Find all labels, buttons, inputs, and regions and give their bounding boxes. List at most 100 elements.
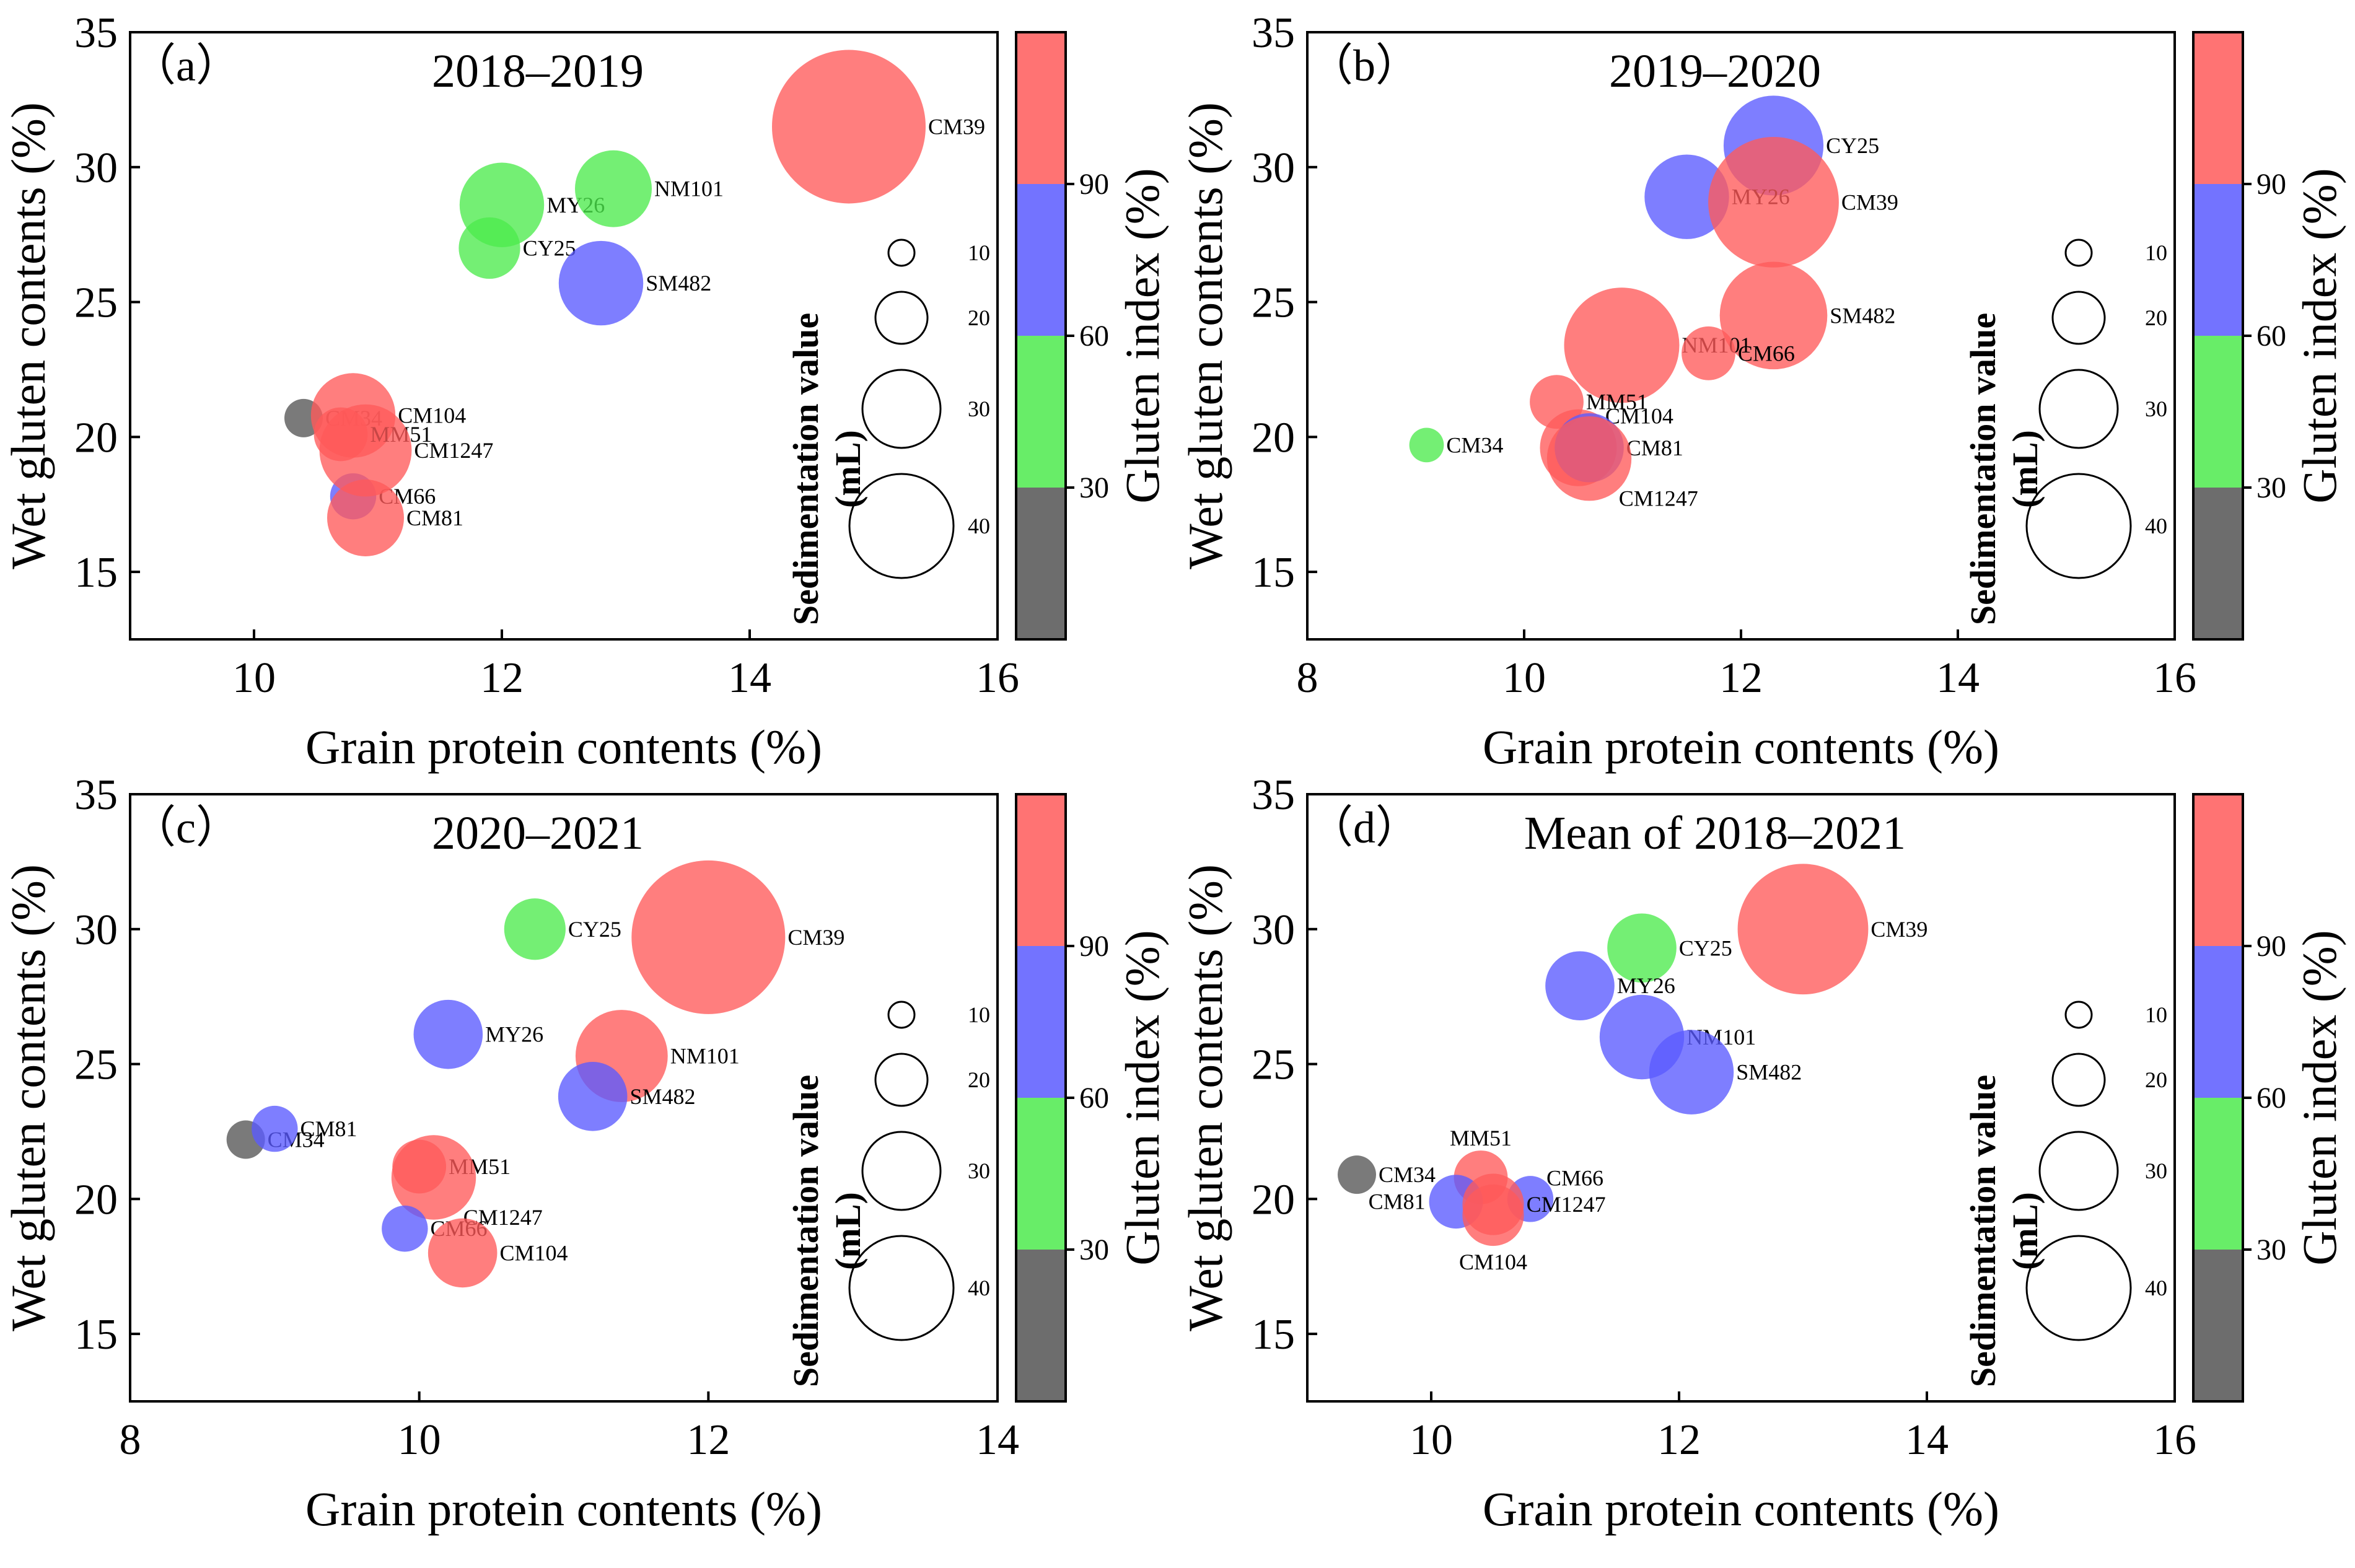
sed-legend-label: 10 [2145,1002,2167,1027]
sed-legend-circle [2025,1235,2132,1341]
point-label: CY25 [1826,133,1879,158]
colorbar-title: Gluten index (%) [2292,168,2346,504]
bubble-sm482 [1719,261,1828,370]
colorbar-tick-label: 90 [2256,168,2286,201]
colorbar-tick-label: 60 [1079,1082,1109,1115]
x-tick-label: 14 [1936,654,1980,702]
colorbar-tick-label: 30 [1079,1233,1109,1266]
colorbar-band-green [1016,336,1066,488]
sed-legend-title: Sedimentation value [786,313,826,625]
colorbar-tick-label: 60 [2256,320,2286,353]
point-label: CM39 [928,114,985,139]
y-tick-label: 30 [1252,144,1295,192]
y-tick-label: 30 [74,144,118,192]
bubble-cm81 [327,480,404,556]
sed-legend-circle [848,1235,955,1341]
bubble-cm34 [1338,1155,1376,1194]
y-axis-title: Wet gluten contents (%) [1,864,55,1331]
sed-legend-circle [2064,1001,2093,1029]
point-label: MY26 [485,1022,543,1047]
point-label: CM81 [406,506,463,530]
point-label: SM482 [629,1084,695,1109]
colorbar-band-red [2193,32,2243,184]
point-label: CM1247 [1527,1192,1606,1217]
panel-a: 10 12 14 16 15 20 25 30 35 Grain protein contents… [1,9,1169,774]
x-axis-title: Grain protein contents (%) [1483,1482,1999,1536]
y-tick-label: 30 [74,906,118,954]
point-label: SM482 [646,271,711,296]
bubble-my26 [413,999,483,1069]
x-axis-title: Grain protein contents (%) [305,720,822,774]
point-label: CM66 [1738,341,1795,366]
colorbar-band-red [2193,794,2243,946]
point-label: CM81 [300,1116,357,1141]
sed-legend-label: 20 [2145,1067,2167,1092]
sed-legend-label: 20 [968,305,990,330]
panel-tag: （a） [131,41,240,90]
y-axis-title: Wet gluten contents (%) [1178,102,1232,569]
colorbar-title: Gluten index (%) [1115,930,1169,1266]
panel-tag: （c） [131,803,240,852]
x-tick-label: 12 [1657,1416,1701,1464]
sed-legend-label: 30 [968,1158,990,1183]
sed-legend-circle [2064,239,2093,267]
sed-legend-circle [2025,473,2132,579]
x-tick-label: 10 [232,654,276,702]
sed-legend-label: 30 [2145,396,2167,421]
x-tick-label: 16 [2153,654,2196,702]
colorbar-title: Gluten index (%) [1115,168,1169,504]
sed-legend-circle [2051,1053,2106,1107]
colorbar-tick-label: 90 [1079,930,1109,963]
bubble-cm34 [1409,427,1444,463]
x-tick-label: 12 [1719,654,1763,702]
x-axis-title: Grain protein contents (%) [305,1482,822,1536]
y-tick-label: 35 [74,771,118,819]
point-label: CM81 [1369,1189,1426,1214]
y-tick-label: 25 [74,279,118,327]
y-tick-label: 15 [74,1311,118,1359]
sed-legend-label: 10 [968,240,990,265]
point-label: MY26 [1617,973,1675,998]
sed-legend-unit: (mL) [828,1192,868,1270]
point-label: CM1247 [1619,486,1698,511]
sed-legend-circle [2038,1131,2119,1211]
colorbar-tick-label: 30 [1079,471,1109,504]
colorbar-band-green [1016,1098,1066,1250]
y-tick-label: 35 [1252,9,1295,57]
point-label: CY25 [523,235,576,260]
sed-legend-circle [874,1053,929,1107]
x-tick-label: 10 [1502,654,1546,702]
sed-legend-circle [874,291,929,345]
y-tick-label: 20 [1252,414,1295,462]
panel-b: 8 10 12 14 16 15 20 25 30 35 Grain protein content… [1178,9,2346,774]
point-label: CM34 [1379,1162,1436,1187]
colorbar-band-blue [1016,184,1066,336]
colorbar-band-gray [2193,488,2243,639]
point-label: NM101 [654,177,724,201]
colorbar-tick-label: 90 [2256,930,2286,963]
sed-legend-label: 20 [968,1067,990,1092]
colorbar-band-green [2193,1098,2243,1250]
bubble-nm101 [575,150,652,227]
point-label: CM104 [1605,403,1673,428]
panel-title: Mean of 2018–2021 [1524,807,1906,859]
panel-d: 10 12 14 16 15 20 25 30 35 Grain protein contents… [1178,771,2346,1536]
sed-legend-circle [2051,291,2106,345]
sed-legend-label: 40 [968,514,990,538]
bubble-cm1247 [319,404,412,497]
bubble-cm39 [631,860,786,1014]
sed-legend-title: Sedimentation value [786,1075,826,1387]
y-axis-title: Wet gluten contents (%) [1178,864,1232,1331]
x-tick-label: 12 [480,654,524,702]
x-axis-title: Grain protein contents (%) [1483,720,1999,774]
colorbar-title: Gluten index (%) [2292,930,2346,1266]
bubble-cy25 [504,898,566,960]
point-label: CM104 [398,403,466,427]
point-label: CM104 [499,1240,568,1265]
sed-legend-circle [887,1001,916,1029]
plot-frame [129,31,999,641]
bubble-cm66 [382,1206,428,1252]
y-tick-label: 20 [74,1176,118,1224]
x-tick-label: 8 [1297,654,1318,702]
